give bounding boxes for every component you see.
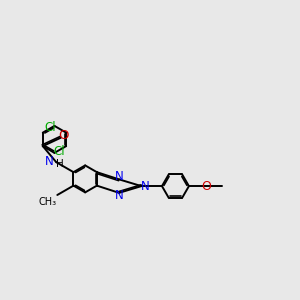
Text: H: H	[56, 159, 63, 170]
Text: Cl: Cl	[53, 145, 64, 158]
Text: N: N	[45, 155, 54, 168]
Text: O: O	[201, 180, 211, 193]
Text: N: N	[115, 170, 124, 183]
Text: Cl: Cl	[44, 121, 56, 134]
Text: N: N	[141, 180, 150, 193]
Text: O: O	[58, 129, 69, 142]
Text: N: N	[115, 189, 124, 202]
Text: CH₃: CH₃	[39, 197, 57, 207]
